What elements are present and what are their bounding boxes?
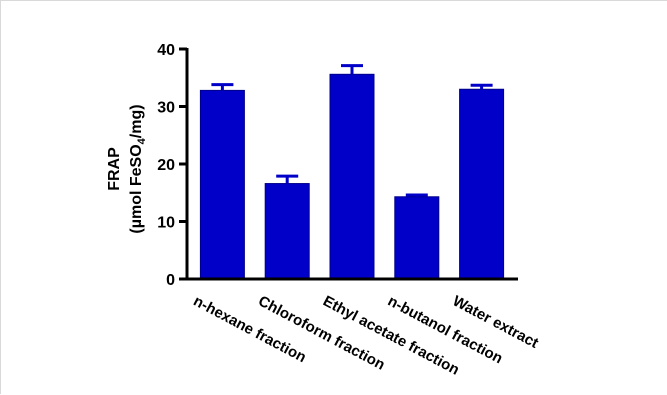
error-bar-3 bbox=[405, 193, 428, 197]
error-bar-4 bbox=[470, 83, 493, 90]
bar-1 bbox=[264, 183, 310, 280]
y-tick-label-0: 0 bbox=[166, 272, 175, 289]
x-category-label-0: n-hexane fraction bbox=[191, 293, 309, 367]
y-axis-title: FRAP (µmol FeSO4/mg) bbox=[106, 104, 148, 233]
y-tick-label-3: 30 bbox=[157, 100, 175, 117]
bar-2 bbox=[329, 73, 375, 280]
error-bar-0 bbox=[211, 83, 234, 91]
error-bar-1 bbox=[276, 174, 299, 184]
y-tick-label-2: 20 bbox=[157, 157, 175, 174]
bar-3 bbox=[394, 196, 440, 280]
y-axis-title-line2: (µmol FeSO4/mg) bbox=[128, 104, 148, 233]
y-tick-label-4: 40 bbox=[157, 42, 175, 59]
y-ticks: 0 10 20 30 40 bbox=[157, 42, 187, 289]
bar-0 bbox=[199, 89, 245, 280]
error-bars bbox=[211, 64, 493, 197]
y-tick-label-1: 10 bbox=[157, 215, 175, 232]
bars bbox=[199, 73, 505, 280]
y-axis-title-line1: FRAP bbox=[106, 147, 123, 191]
error-bar-2 bbox=[341, 64, 363, 75]
bar-4 bbox=[459, 88, 505, 280]
